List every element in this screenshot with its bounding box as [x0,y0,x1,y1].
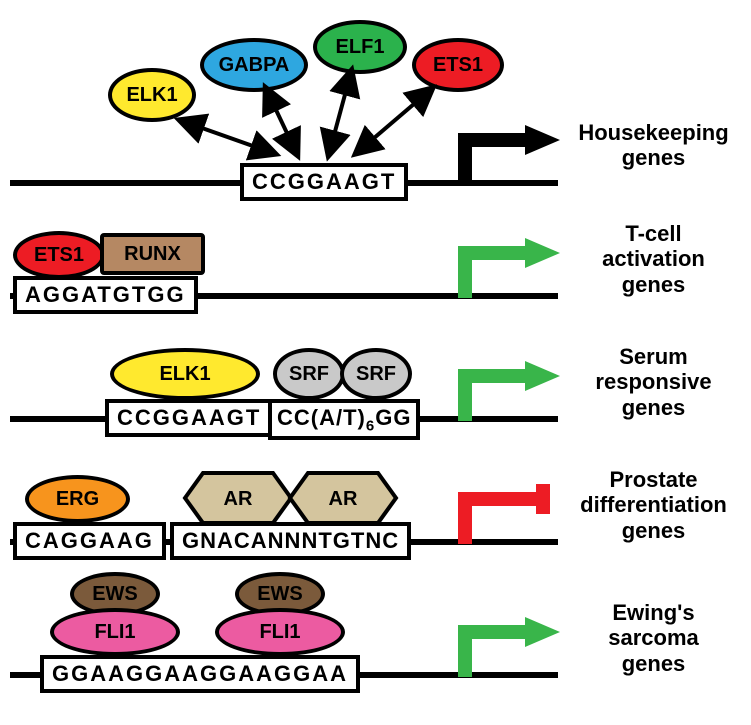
seq-box-prostate-2: GNACANNNTGTNC [170,522,411,560]
label-ewing: Ewing's sarcoma genes [566,600,741,676]
protein-srf-2: SRF [340,348,412,400]
protein-runx-label: RUNX [124,243,181,266]
protein-srf-1-label: SRF [289,363,329,386]
label-tc-2: activation [602,246,705,271]
label-ew-3: genes [622,651,686,676]
seq-ewing: GGAAGGAAGGAAGGAA [52,661,348,686]
label-hk-2: genes [622,145,686,170]
protein-ar-1: AR [183,471,293,525]
row-housekeeping: ELK1 GABPA ELF1 ETS1 CCGGAAGT Housek [10,20,741,195]
protein-ets1-r2-label: ETS1 [34,244,84,267]
protein-erg-label: ERG [56,488,99,511]
protein-ets1-r2: ETS1 [13,231,105,279]
seq-housekeeping: CCGGAAGT [252,169,396,194]
protein-ar-2: AR [288,471,398,525]
protein-fli1-1: FLI1 [50,608,180,656]
repressor-bar-red [455,484,575,554]
seq-box-ewing: GGAAGGAAGGAAGGAA [40,655,360,693]
protein-fli1-2: FLI1 [215,608,345,656]
label-serum: Serum responsive genes [566,344,741,420]
label-sr-3: genes [622,395,686,420]
seq-prostate-1: CAGGAAG [25,528,154,553]
seq-box-housekeeping: CCGGAAGT [240,163,408,201]
seq-box-serum-1: CCGGAAGT [105,399,273,437]
row-serum: ELK1 SRF SRF CCGGAAGT CC(A/T)6GG Serum r… [10,326,741,441]
label-pr-2: differentiation [580,492,727,517]
seq-serum-2a: CC(A/T) [277,405,366,430]
label-pr-3: genes [622,518,686,543]
protein-elk1-r3: ELK1 [110,348,260,400]
seq-serum-sub: 6 [366,417,375,434]
label-sr-2: responsive [595,369,711,394]
label-tc-1: T-cell [625,221,681,246]
promoter-arrow-black [455,125,575,195]
svg-text:AR: AR [224,488,253,510]
protein-srf-1: SRF [273,348,345,400]
promoter-arrow-green-r2 [455,238,575,308]
label-ew-2: sarcoma [608,625,699,650]
protein-runx: RUNX [100,233,205,275]
label-housekeeping: Housekeeping genes [566,120,741,171]
seq-serum-2b: GG [375,405,411,430]
label-prostate: Prostate differentiation genes [566,467,741,543]
protein-erg: ERG [25,475,130,523]
promoter-arrow-green-r3 [455,361,575,431]
promoter-arrow-green-r5 [455,617,575,687]
protein-srf-2-label: SRF [356,363,396,386]
protein-ews-2-label: EWS [257,583,303,606]
seq-tcell: AGGATGTGG [25,282,186,307]
row-ewing: EWS EWS FLI1 FLI1 GGAAGGAAGGAAGGAA Ewing… [10,572,741,697]
seq-prostate-2: GNACANNNTGTNC [182,528,399,553]
label-tc-3: genes [622,272,686,297]
protein-ews-1-label: EWS [92,583,138,606]
label-pr-1: Prostate [609,467,697,492]
protein-fli1-2-label: FLI1 [259,621,300,644]
label-ew-1: Ewing's [612,600,694,625]
label-sr-1: Serum [619,344,687,369]
seq-box-serum-2: CC(A/T)6GG [268,399,420,440]
seq-box-tcell: AGGATGTGG [13,276,198,314]
protein-elk1-r3-label: ELK1 [159,363,210,386]
seq-serum-1: CCGGAAGT [117,405,261,430]
seq-box-prostate-1: CAGGAAG [13,522,166,560]
protein-fli1-1-label: FLI1 [94,621,135,644]
svg-text:AR: AR [329,488,358,510]
label-hk-1: Housekeeping [578,120,728,145]
row-prostate: ERG AR AR CAGGAAG GNACANNNTGTNC Prostate… [10,449,741,564]
label-tcell: T-cell activation genes [566,221,741,297]
row-tcell: ETS1 RUNX AGGATGTGG T-cell activation ge… [10,203,741,318]
